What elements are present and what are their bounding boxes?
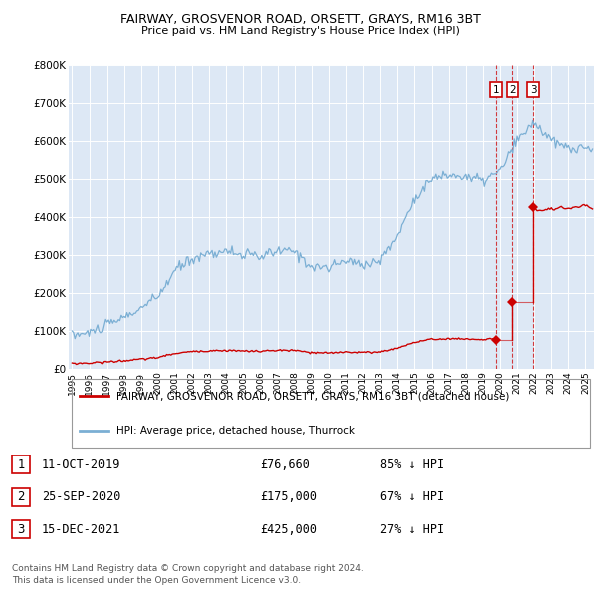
- Text: FAIRWAY, GROSVENOR ROAD, ORSETT, GRAYS, RM16 3BT (detached house): FAIRWAY, GROSVENOR ROAD, ORSETT, GRAYS, …: [116, 391, 509, 401]
- Text: FAIRWAY, GROSVENOR ROAD, ORSETT, GRAYS, RM16 3BT: FAIRWAY, GROSVENOR ROAD, ORSETT, GRAYS, …: [119, 13, 481, 26]
- Text: 27% ↓ HPI: 27% ↓ HPI: [380, 523, 444, 536]
- Text: £425,000: £425,000: [260, 523, 317, 536]
- Bar: [12, 455, 30, 473]
- Text: 11-OCT-2019: 11-OCT-2019: [42, 458, 121, 471]
- Text: £175,000: £175,000: [260, 490, 317, 503]
- Text: 2: 2: [17, 490, 25, 503]
- Text: 85% ↓ HPI: 85% ↓ HPI: [380, 458, 444, 471]
- Text: Price paid vs. HM Land Registry's House Price Index (HPI): Price paid vs. HM Land Registry's House …: [140, 26, 460, 36]
- Text: 1: 1: [493, 84, 499, 94]
- Text: 1: 1: [17, 458, 25, 471]
- Text: 25-SEP-2020: 25-SEP-2020: [42, 490, 121, 503]
- Text: 2: 2: [509, 84, 516, 94]
- Bar: [12, 520, 30, 538]
- Bar: [12, 488, 30, 506]
- Text: HPI: Average price, detached house, Thurrock: HPI: Average price, detached house, Thur…: [116, 426, 355, 436]
- Text: 3: 3: [530, 84, 536, 94]
- Text: £76,660: £76,660: [260, 458, 310, 471]
- Text: 67% ↓ HPI: 67% ↓ HPI: [380, 490, 444, 503]
- Text: 3: 3: [17, 523, 25, 536]
- Text: 15-DEC-2021: 15-DEC-2021: [42, 523, 121, 536]
- Text: Contains HM Land Registry data © Crown copyright and database right 2024.
This d: Contains HM Land Registry data © Crown c…: [12, 565, 364, 585]
